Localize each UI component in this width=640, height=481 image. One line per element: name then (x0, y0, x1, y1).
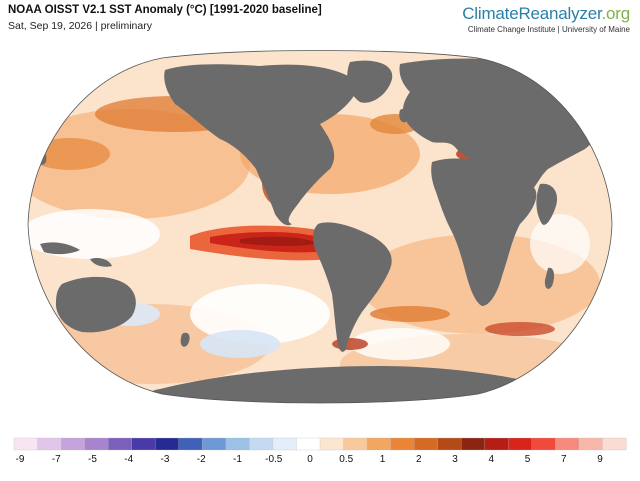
map-title: NOAA OISST V2.1 SST Anomaly (°C) [1991-2… (8, 4, 322, 16)
legend-swatch (225, 437, 250, 451)
legend-tick-label: 0.5 (339, 454, 353, 465)
legend-tick-label: 7 (561, 454, 567, 465)
legend-swatch (531, 437, 556, 451)
legend-swatch (390, 437, 415, 451)
land-north-america (164, 64, 360, 226)
land-madagascar (544, 267, 555, 289)
legend-tick-label: -3 (161, 454, 170, 465)
land-indonesia (40, 242, 112, 267)
legend-swatch (319, 437, 344, 451)
globe-outline (27, 50, 613, 404)
brand-tagline: Climate Change Institute | University of… (467, 25, 630, 34)
land-africa (431, 158, 537, 306)
legend-swatch (484, 437, 509, 451)
legend-swatch (37, 437, 62, 451)
legend-tick-label: 9 (597, 454, 603, 465)
land-new-zealand (180, 332, 190, 347)
legend-tick-label: -5 (88, 454, 97, 465)
legend-swatch (555, 437, 580, 451)
legend-swatch (413, 437, 439, 451)
legend-ticks: -9 -7 -5 -4 -3 -2 -1 -0.5 0 0.5 1 2 3 4 5 7 9 (16, 454, 604, 465)
legend-swatch (578, 437, 603, 451)
land-uk (399, 108, 408, 123)
legend-swatch (296, 437, 321, 451)
legend-swatch (437, 437, 462, 451)
legend-tick-label: -1 (233, 454, 242, 465)
brand-domain: .org (601, 4, 631, 23)
legend-swatch (131, 437, 156, 451)
legend-swatch (60, 437, 86, 451)
legend-swatch (602, 437, 627, 451)
map-subtitle: Sat, Sep 19, 2026 | preliminary (8, 20, 152, 32)
sst-anomaly-map (27, 50, 613, 404)
legend-swatch (84, 437, 109, 451)
legend-swatch (249, 437, 274, 451)
legend-swatch (461, 437, 486, 451)
brand-logo[interactable]: ClimateReanalyzer.org (462, 4, 630, 24)
legend-swatch (366, 437, 392, 451)
legend-tick-label: 5 (525, 454, 531, 465)
legend-swatch (508, 437, 533, 451)
brand-name: ClimateReanalyzer (462, 4, 602, 23)
legend-swatch (202, 437, 227, 451)
legend-tick-label: -9 (16, 454, 25, 465)
legend-swatch (13, 437, 38, 451)
legend-swatch (155, 437, 180, 451)
legend-tick-label: -7 (52, 454, 61, 465)
brand-block[interactable]: ClimateReanalyzer.org Climate Change Ins… (462, 4, 630, 34)
color-legend: -9 -7 -5 -4 -3 -2 -1 -0.5 0 0.5 1 2 3 4 5 7 9 (13, 437, 627, 465)
land-australia (55, 276, 136, 333)
land-south-america (313, 222, 392, 352)
land-greenland (347, 60, 393, 103)
land-india (536, 183, 558, 225)
legend-swatch (108, 437, 133, 451)
legend-tick-label: -0.5 (265, 454, 283, 465)
legend-tick-label: 3 (452, 454, 458, 465)
legend-tick-label: -4 (124, 454, 133, 465)
legend-swatch (272, 437, 297, 451)
legend-tick-label: 1 (380, 454, 386, 465)
legend-swatches (13, 437, 627, 451)
legend-tick-label: 2 (416, 454, 422, 465)
legend-tick-label: 4 (488, 454, 494, 465)
legend-swatch (178, 437, 203, 451)
legend-tick-label: 0 (307, 454, 313, 465)
legend-tick-label: -2 (197, 454, 206, 465)
legend-swatch (343, 437, 368, 451)
